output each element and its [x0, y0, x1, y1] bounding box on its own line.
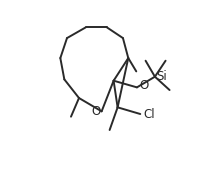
Text: Cl: Cl	[143, 107, 155, 121]
Text: O: O	[140, 79, 149, 92]
Text: Si: Si	[156, 70, 167, 83]
Text: O: O	[91, 105, 100, 118]
